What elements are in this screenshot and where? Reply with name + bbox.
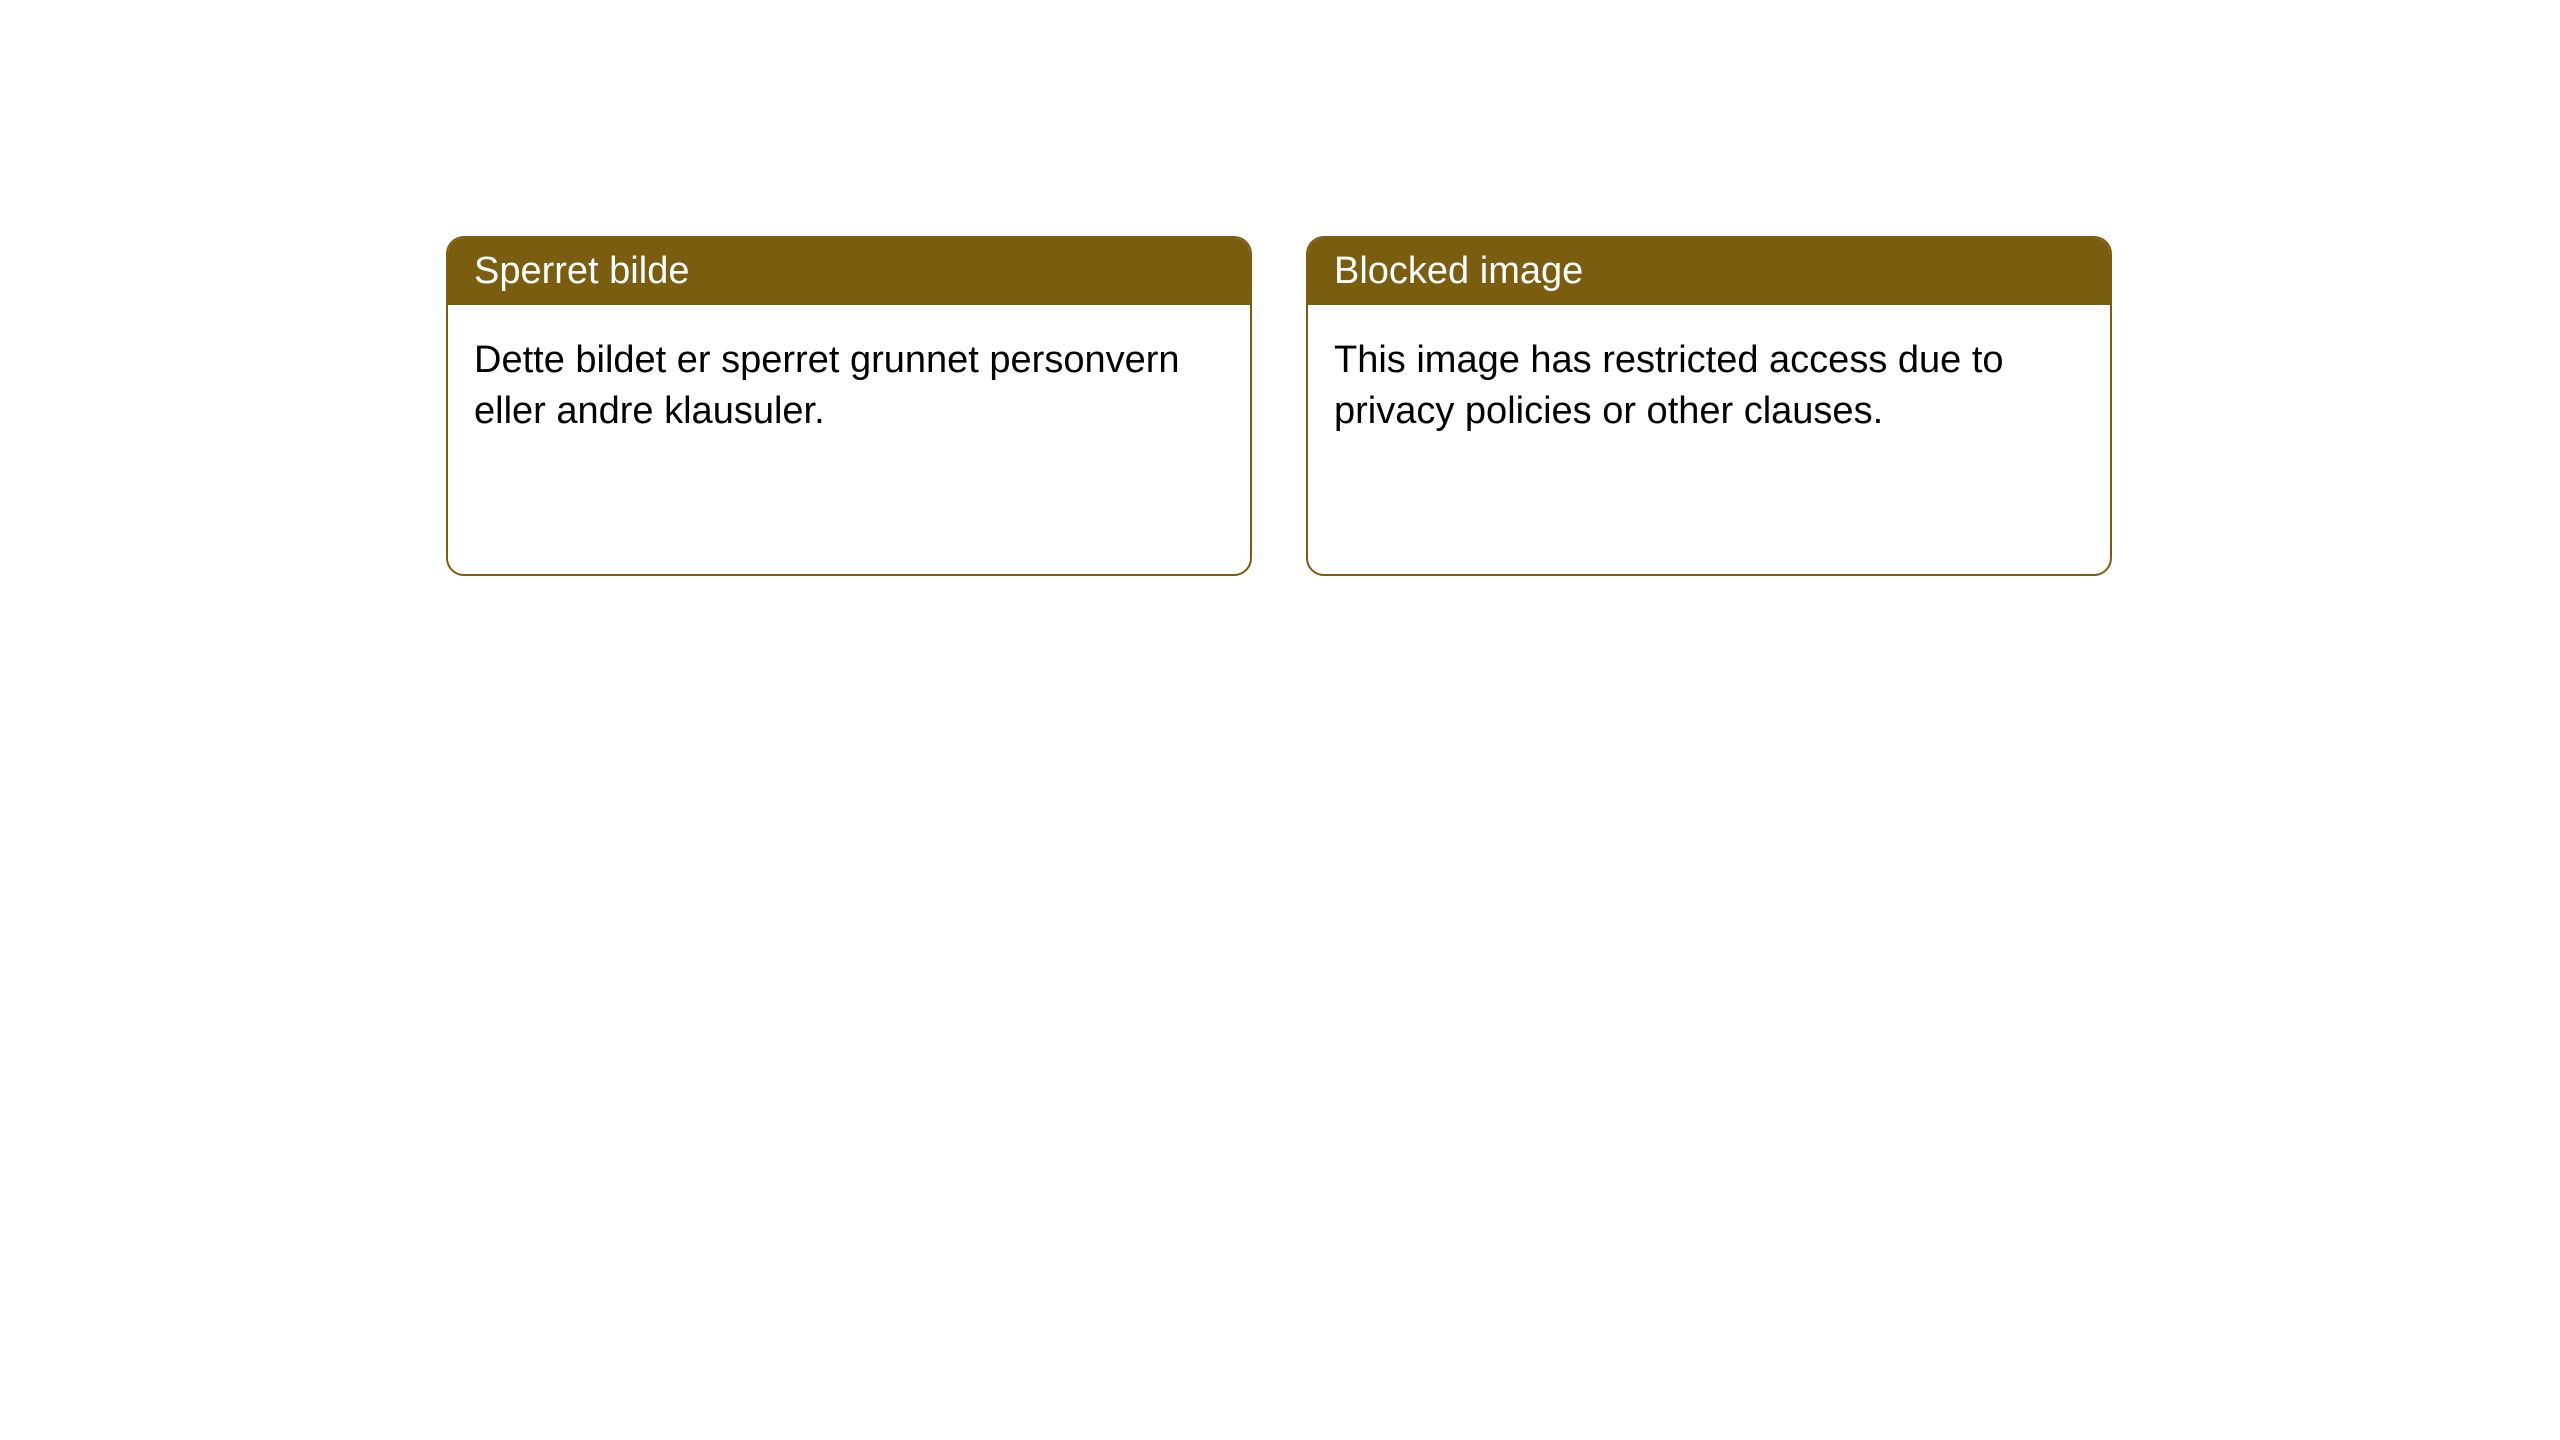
notice-header: Sperret bilde: [448, 238, 1250, 305]
notice-body: Dette bildet er sperret grunnet personve…: [448, 305, 1250, 468]
notice-body-text: Dette bildet er sperret grunnet personve…: [474, 339, 1180, 432]
notice-title: Blocked image: [1334, 250, 1583, 292]
notice-body: This image has restricted access due to …: [1308, 305, 2110, 468]
notice-container: Sperret bilde Dette bildet er sperret gr…: [0, 0, 2560, 576]
notice-header: Blocked image: [1308, 238, 2110, 305]
notice-title: Sperret bilde: [474, 250, 689, 292]
notice-card-english: Blocked image This image has restricted …: [1306, 236, 2112, 576]
notice-body-text: This image has restricted access due to …: [1334, 339, 2004, 432]
notice-card-norwegian: Sperret bilde Dette bildet er sperret gr…: [446, 236, 1252, 576]
